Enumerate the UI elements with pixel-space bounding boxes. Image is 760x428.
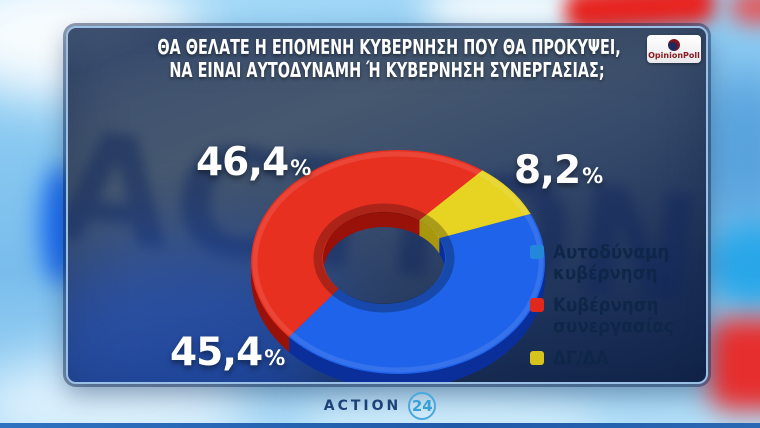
title-line-2: ΝΑ ΕΙΝΑΙ ΑΥΤΟΔΥΝΑΜΗ Ή ΚΥΒΕΡΝΗΣΗ ΣΥΝΕΡΓΑΣ… xyxy=(169,58,605,82)
channel-name-text: ACTION xyxy=(323,398,402,414)
percent-sign: % xyxy=(264,346,286,370)
percent-sign: % xyxy=(290,156,312,180)
data-label-yellow-value: 8,2 xyxy=(514,148,581,193)
data-label-blue: 45,4% xyxy=(170,330,285,375)
opinionpoll-logo-label: OpinionPoll xyxy=(648,50,700,60)
legend-swatch-red xyxy=(530,298,544,312)
opinionpoll-globe-icon xyxy=(668,38,680,51)
channel-logo: ACTION 24 xyxy=(0,388,760,424)
background-blue-shape xyxy=(700,70,760,220)
legend-swatch-blue xyxy=(530,245,544,259)
percent-sign: % xyxy=(582,164,604,188)
ticker-strip xyxy=(0,423,760,428)
poll-panel: ACTION ΘΑ ΘΕΛΑΤΕ Η ΕΠΟΜΕΝΗ ΚΥΒΕΡΝΗΣΗ ΠΟΥ… xyxy=(66,26,708,384)
data-label-yellow: 8,2% xyxy=(514,148,603,193)
opinionpoll-logo: OpinionPoll xyxy=(647,35,701,63)
channel-number-text: 24 xyxy=(411,397,433,415)
background-cyan-shape xyxy=(706,222,760,308)
donut-chart xyxy=(250,149,545,382)
poll-question-title: ΘΑ ΘΕΛΑΤΕ Η ΕΠΟΜΕΝΗ ΚΥΒΕΡΝΗΣΗ ΠΟΥ ΘΑ ΠΡΟ… xyxy=(68,36,706,82)
legend-label-red: Κυβέρνηση συνεργασίας xyxy=(553,294,674,337)
legend-item-red: Κυβέρνηση συνεργασίας xyxy=(530,294,706,337)
data-label-red-value: 46,4 xyxy=(196,140,289,185)
channel-number-circle: 24 xyxy=(408,392,437,420)
chart-legend: Αυτοδύναμη κυβέρνηση Κυβέρνηση συνεργασί… xyxy=(530,241,706,369)
legend-label-yellow: ΔΓ/ΔΑ xyxy=(553,347,609,369)
background-red-shape xyxy=(728,0,760,24)
legend-item-blue: Αυτοδύναμη κυβέρνηση xyxy=(530,241,706,284)
legend-label-blue: Αυτοδύναμη κυβέρνηση xyxy=(553,241,670,284)
legend-item-yellow: ΔΓ/ΔΑ xyxy=(530,347,706,369)
data-label-red: 46,4% xyxy=(196,140,311,185)
legend-swatch-yellow xyxy=(530,351,544,365)
title-line-1: ΘΑ ΘΕΛΑΤΕ Η ΕΠΟΜΕΝΗ ΚΥΒΕΡΝΗΣΗ ΠΟΥ ΘΑ ΠΡΟ… xyxy=(157,35,621,59)
data-label-blue-value: 45,4 xyxy=(170,330,263,375)
